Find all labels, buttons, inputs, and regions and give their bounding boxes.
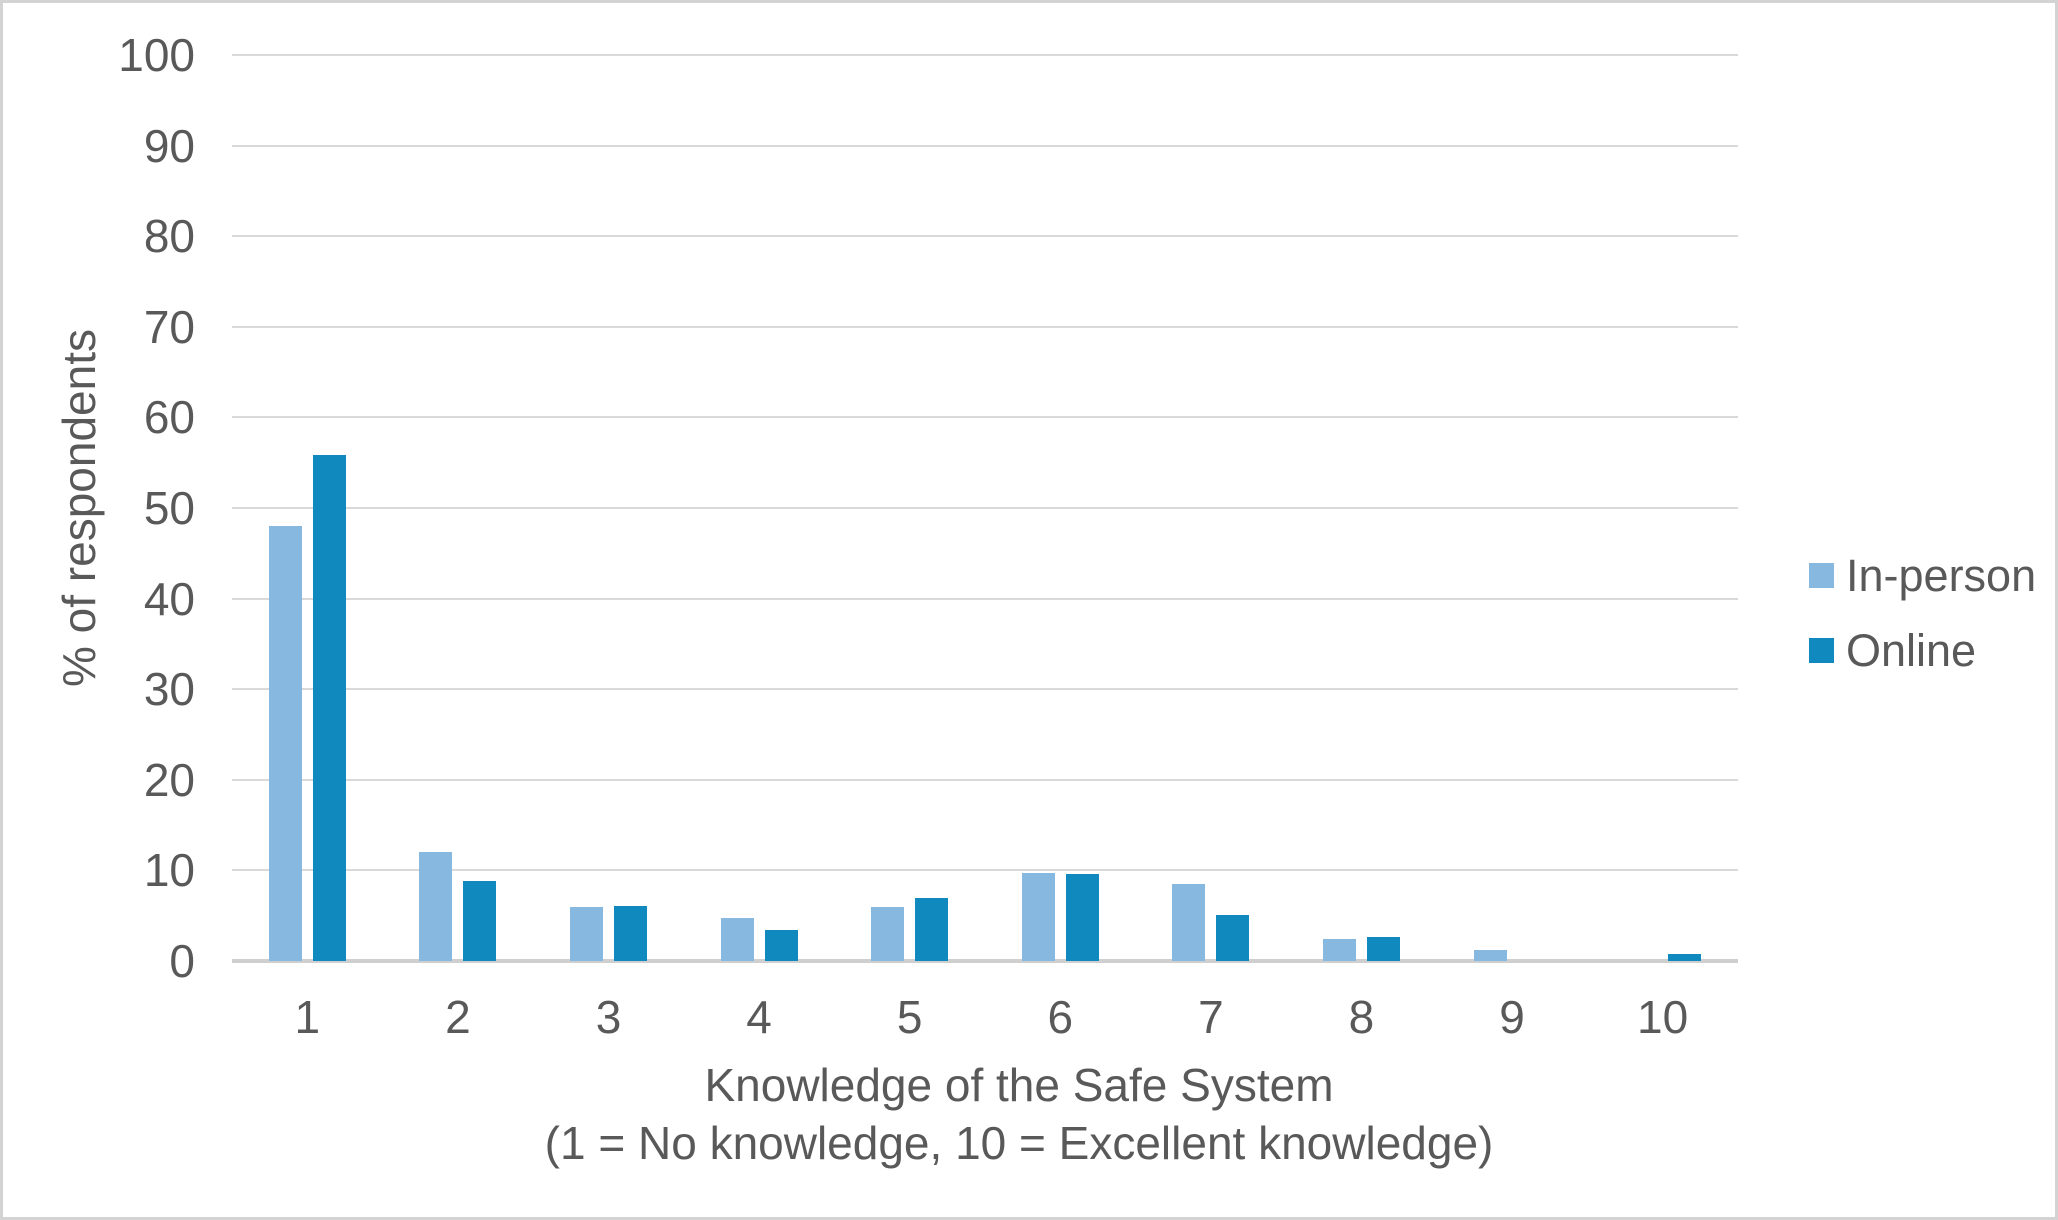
bar-in-person-7	[1172, 884, 1206, 961]
y-tick-label-30: 30	[143, 663, 195, 716]
x-tick-label-5: 5	[896, 991, 923, 1043]
bar-groups	[232, 55, 1738, 961]
x-tick-label-9: 9	[1499, 991, 1525, 1043]
x-axis-title-line1: Knowledge of the Safe System	[704, 1059, 1334, 1111]
bar-online-7	[1216, 914, 1250, 961]
legend-marker-online	[1809, 638, 1834, 663]
legend-label-online: Online	[1846, 624, 1977, 676]
y-tick-label-40: 40	[143, 572, 195, 625]
x-tick-label-7: 7	[1198, 991, 1224, 1043]
gridline-70	[232, 325, 1738, 328]
y-tick-label-100: 100	[118, 29, 195, 81]
gridline-90	[232, 144, 1738, 147]
x-axis-title-line2: (1 = No knowledge, 10 = Excellent knowle…	[544, 1117, 1494, 1169]
y-tick-label-90: 90	[143, 119, 195, 172]
bar-online-1	[312, 455, 346, 961]
legend: In-person Online	[1809, 548, 2036, 698]
y-tick-label-10: 10	[143, 844, 195, 897]
bar-group-2	[383, 55, 534, 961]
bar-online-6	[1065, 874, 1099, 961]
bar-in-person-3	[569, 906, 603, 961]
bar-in-person-5	[871, 906, 905, 961]
legend-label-in-person: In-person	[1846, 549, 2037, 601]
bar-online-3	[613, 905, 647, 961]
bar-in-person-4	[720, 917, 754, 961]
gridline-10	[232, 869, 1738, 872]
bar-online-10	[1668, 953, 1702, 961]
gridline-100	[232, 54, 1738, 56]
y-tick-label-20: 20	[143, 753, 195, 806]
legend-marker-in-person	[1809, 563, 1834, 588]
x-tick-label-10: 10	[1637, 991, 1689, 1043]
bar-in-person-2	[419, 852, 453, 961]
gridline-80	[232, 235, 1738, 238]
x-axis-line	[232, 959, 1738, 963]
y-tick-label-50: 50	[143, 482, 195, 534]
bar-group-7	[1136, 55, 1287, 961]
y-tick-label-60: 60	[143, 391, 195, 444]
bar-group-4	[684, 55, 835, 961]
bar-group-6	[985, 55, 1136, 961]
y-tick-label-80: 80	[143, 210, 195, 263]
gridline-50	[232, 507, 1738, 509]
bar-online-5	[915, 897, 949, 961]
bar-in-person-9	[1473, 950, 1507, 961]
y-tick-label-70: 70	[143, 300, 195, 353]
bar-group-9	[1437, 55, 1588, 961]
bar-in-person-1	[268, 526, 302, 961]
bar-group-1	[232, 55, 383, 961]
x-axis-tick-labels: 1 2 3 4 5 6 7 8 9 10	[232, 989, 1738, 1045]
bar-online-4	[764, 930, 798, 961]
plot-area	[232, 54, 1738, 963]
legend-item-online: Online	[1809, 623, 2036, 678]
x-axis-title: Knowledge of the Safe System (1 = No kno…	[545, 1056, 1494, 1172]
bar-online-2	[463, 881, 497, 961]
bar-group-5	[834, 55, 985, 961]
bar-online-8	[1366, 937, 1400, 961]
gridline-20	[232, 778, 1738, 781]
bar-group-8	[1286, 55, 1437, 961]
x-tick-label-4: 4	[746, 991, 772, 1043]
x-tick-label-1: 1	[294, 991, 321, 1043]
y-tick-label-0: 0	[169, 935, 195, 987]
x-tick-label-2: 2	[445, 991, 471, 1043]
bar-group-3	[533, 55, 684, 961]
legend-item-in-person: In-person	[1809, 548, 2036, 603]
gridline-30	[232, 688, 1738, 691]
bar-in-person-6	[1021, 873, 1055, 961]
x-tick-label-8: 8	[1348, 991, 1375, 1043]
x-tick-label-6: 6	[1047, 991, 1074, 1043]
bar-group-10	[1587, 55, 1738, 961]
bar-in-person-8	[1322, 939, 1356, 961]
x-tick-label-3: 3	[595, 991, 622, 1043]
gridline-60	[232, 416, 1738, 419]
gridline-40	[232, 597, 1738, 600]
